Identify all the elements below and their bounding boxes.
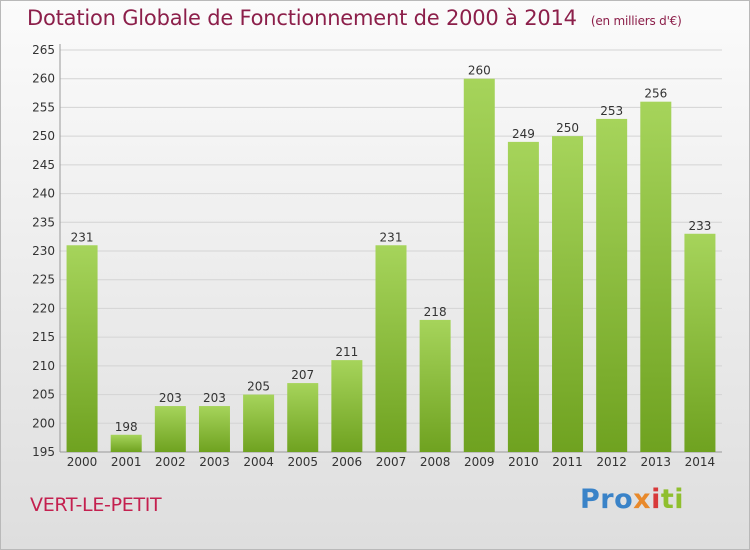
y-tick-label: 260 [32, 72, 55, 86]
logo-part-4: ti [660, 484, 685, 515]
bar-2005 [287, 383, 319, 452]
bar-2004 [243, 394, 275, 452]
value-label: 260 [468, 64, 491, 78]
value-label: 256 [644, 87, 667, 101]
bar-2010 [507, 141, 539, 452]
bar-2006 [331, 360, 363, 452]
value-label: 249 [512, 127, 535, 141]
x-tick-label: 2012 [596, 455, 627, 469]
proxiti-logo: Proxiti [580, 484, 684, 515]
bar-2000 [66, 245, 98, 452]
value-label: 253 [600, 104, 623, 118]
value-label: 207 [291, 368, 314, 382]
x-tick-label: 2005 [287, 455, 318, 469]
x-tick-label: 2000 [67, 455, 98, 469]
bar-2012 [596, 118, 628, 453]
value-label: 250 [556, 121, 579, 135]
bar-2011 [552, 136, 584, 452]
y-tick-label: 255 [32, 100, 55, 114]
y-tick-label: 205 [32, 388, 55, 402]
value-label: 203 [159, 391, 182, 405]
value-label: 218 [424, 305, 447, 319]
logo-part-3: i [651, 484, 661, 515]
y-tick-label: 220 [32, 301, 55, 315]
bars [66, 78, 716, 453]
x-tick-label: 2002 [155, 455, 186, 469]
value-labels: 231 198 203 203 205 207 211 231 218 260 249 250 253 2… [71, 64, 712, 434]
y-tick-labels: 195 200 205 210 215 220 225 230 235 240 245 250 255 2… [32, 43, 55, 459]
x-tick-label: 2013 [641, 455, 672, 469]
value-label: 211 [335, 345, 358, 359]
y-tick-label: 245 [32, 158, 55, 172]
y-tick-label: 240 [32, 187, 55, 201]
value-label: 203 [203, 391, 226, 405]
x-tick-label: 2008 [420, 455, 451, 469]
bar-2009 [463, 78, 495, 452]
chart-title: Dotation Globale de Fonctionnement de 20… [27, 6, 682, 30]
y-tick-label: 195 [32, 445, 55, 459]
x-tick-label: 2009 [464, 455, 495, 469]
value-label: 198 [115, 420, 138, 434]
x-tick-label: 2010 [508, 455, 539, 469]
x-tick-label: 2014 [685, 455, 716, 469]
bar-2001 [110, 434, 142, 452]
bar-2008 [419, 319, 451, 452]
value-label: 231 [71, 230, 94, 244]
bar-2003 [198, 406, 230, 452]
bar-2013 [640, 101, 672, 452]
logo-part-1: Pro [580, 484, 634, 515]
chart-title-text: Dotation Globale de Fonctionnement de 20… [27, 6, 577, 30]
y-tick-label: 210 [32, 359, 55, 373]
y-tick-label: 265 [32, 43, 55, 57]
x-tick-label: 2003 [199, 455, 230, 469]
value-label: 233 [688, 219, 711, 233]
value-label: 231 [380, 230, 403, 244]
y-tick-label: 230 [32, 244, 55, 258]
logo-part-2: x [633, 484, 652, 515]
chart-unit: (en milliers d'€) [590, 14, 682, 28]
bar-2014 [684, 233, 716, 452]
y-tick-label: 235 [32, 215, 55, 229]
x-tick-label: 2001 [111, 455, 142, 469]
x-tick-label: 2004 [243, 455, 274, 469]
x-tick-labels: 2000 2001 2002 2003 2004 2005 2006 2007 2008 2009… [67, 455, 715, 469]
bar-2007 [375, 245, 407, 452]
x-tick-label: 2011 [552, 455, 583, 469]
value-label: 205 [247, 380, 270, 394]
x-tick-label: 2006 [332, 455, 363, 469]
bar-2002 [154, 406, 186, 452]
y-tick-label: 200 [32, 416, 55, 430]
y-tick-label: 225 [32, 273, 55, 287]
x-tick-label: 2007 [376, 455, 407, 469]
commune-name: VERT-LE-PETIT [30, 494, 162, 516]
y-tick-label: 215 [32, 330, 55, 344]
y-tick-label: 250 [32, 129, 55, 143]
